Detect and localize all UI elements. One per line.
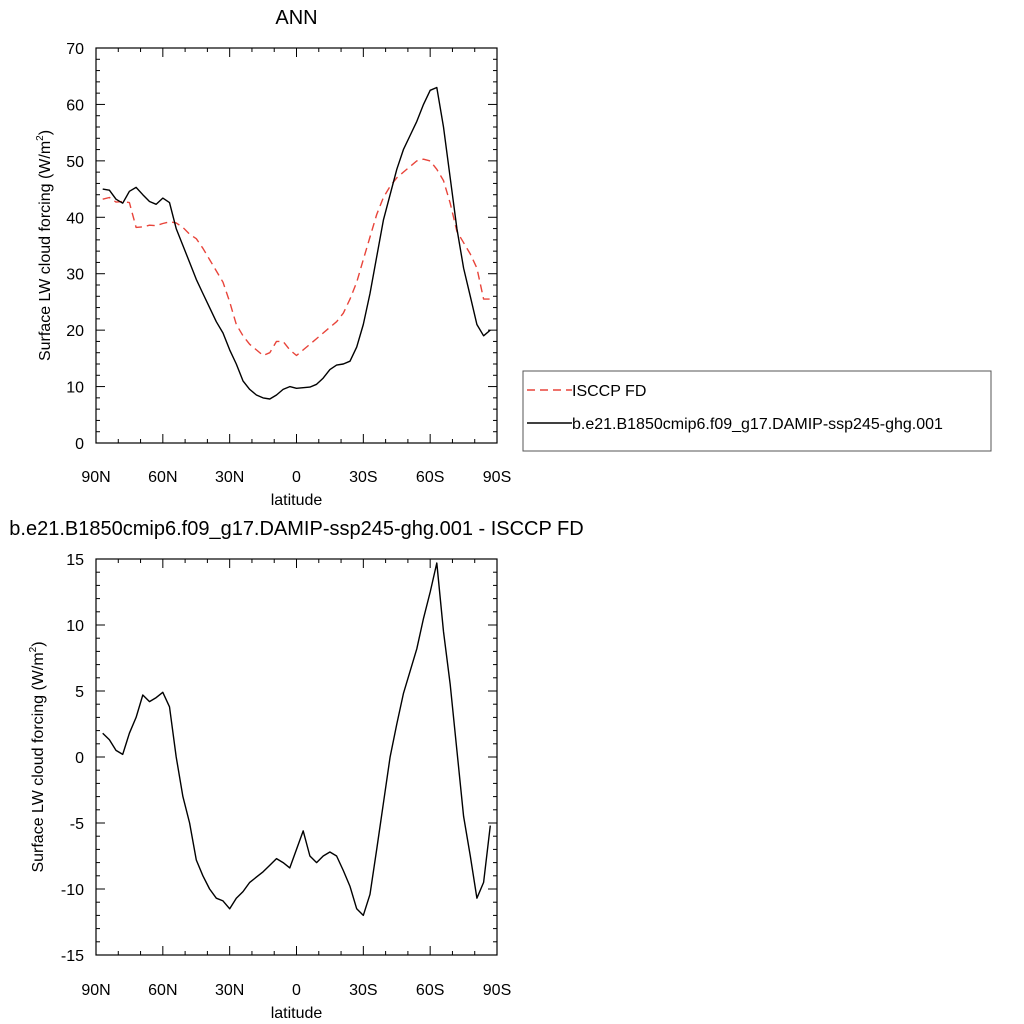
y-axis-label: Surface LW cloud forcing (W/m2) [28,641,47,872]
y-tick-label: 50 [66,154,84,171]
y-tick-label: 0 [75,436,84,453]
x-tick-label: 0 [292,982,301,999]
legend-label-1: ISCCP FD [572,383,646,400]
series-line-1 [102,158,491,357]
chart-panel-1: ANN 90N 60N 30N 0 30S 60S 90S 0 10 20 30 40 50 60 70 lat… [35,7,992,509]
plot-frame [95,558,498,956]
x-tick-label: 30N [215,469,244,486]
y-tick-label: 10 [66,380,84,397]
x-tick-label: 90N [81,982,110,999]
legend: ISCCP FD b.e21.B1850cmip6.f09_g17.DAMIP-s… [522,370,992,452]
y-axis-label: Surface LW cloud forcing (W/m2) [35,130,54,361]
x-tick-label: 90S [483,982,511,999]
x-tick-label: 60N [148,982,177,999]
y-axis-label-superscript: 2 [28,646,39,652]
series-line-1 [102,562,491,917]
x-tick-label: 30S [349,982,377,999]
x-axis-label: latitude [271,492,323,509]
x-tick-label: 30N [215,982,244,999]
x-tick-label: 90S [483,469,511,486]
y-tick-label: 0 [75,750,84,767]
y-tick-label: -15 [61,948,84,965]
y-tick-label: 5 [75,684,84,701]
x-tick-label: 60S [416,469,444,486]
y-tick-label: 15 [66,552,84,569]
y-axis-label-close: ) [30,641,47,646]
x-tick-label: 30S [349,469,377,486]
x-tick-label: 60N [148,469,177,486]
x-tick-label: 0 [292,469,301,486]
y-axis-label-close: ) [37,130,54,135]
series-line-2 [102,86,491,400]
x-tick-label: 90N [81,469,110,486]
y-tick-label: 40 [66,210,84,227]
x-axis-label: latitude [271,1005,323,1022]
legend-label-2: b.e21.B1850cmip6.f09_g17.DAMIP-ssp245-gh… [572,416,943,433]
y-axis-label-superscript: 2 [35,135,46,141]
y-tick-label: -5 [70,816,84,833]
chart-title: ANN [275,7,317,29]
y-tick-label: 70 [66,41,84,58]
legend-box [522,370,992,452]
chart-panel-2: b.e21.B1850cmip6.f09_g17.DAMIP-ssp245-gh… [9,518,583,1022]
y-axis-label-main: Surface LW cloud forcing (W/m [37,141,54,361]
x-tick-label: 60S [416,982,444,999]
y-tick-label: 10 [66,618,84,635]
y-tick-label: -10 [61,882,84,899]
y-axis-label-main: Surface LW cloud forcing (W/m [30,652,47,872]
plot-frame [95,47,498,444]
y-tick-label: 20 [66,323,84,340]
chart-title: b.e21.B1850cmip6.f09_g17.DAMIP-ssp245-gh… [9,518,583,540]
y-tick-label: 30 [66,267,84,284]
y-tick-label: 60 [66,97,84,114]
